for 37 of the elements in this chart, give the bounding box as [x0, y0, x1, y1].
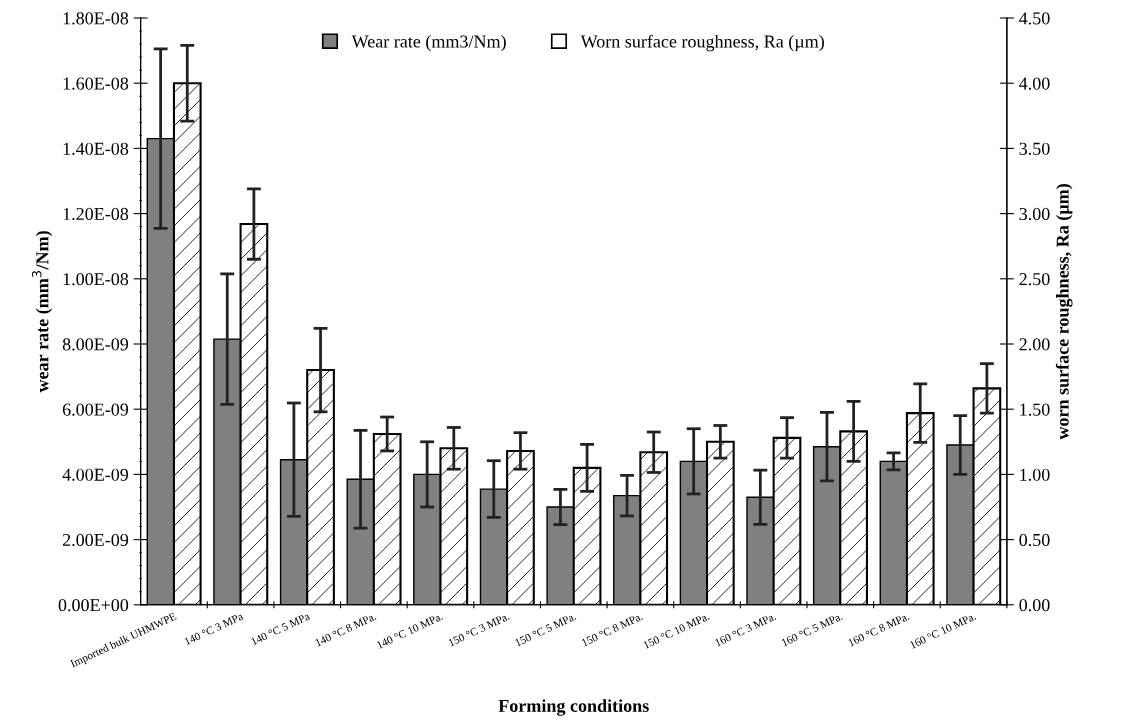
y2-tick-label: 2.00: [1019, 338, 1050, 351]
y-tick-label: 1.60E-08: [63, 77, 129, 90]
y-tick-label: 1.80E-08: [63, 12, 129, 25]
x-tick-label: 160 °C 8 MPa.: [847, 612, 910, 647]
x-tick-label: 150 °C 3 MPa.: [448, 612, 510, 647]
y2-tick-label: 4.00: [1019, 77, 1050, 90]
y-axis-title: wear rate (mm$^{3}$/Nm): [32, 231, 53, 393]
legend-label: Worn surface roughness, Ra (µm): [580, 34, 824, 52]
legend-label: Wear rate (mm3/Nm): [351, 34, 506, 52]
y-tick-label: 1.40E-08: [63, 142, 129, 155]
y2-tick-label: 0.00: [1019, 599, 1050, 612]
x-tick-label: 160 °C 5 MPa.: [781, 612, 843, 647]
x-tick-label: 140 °C 8 MPa.: [314, 612, 377, 647]
x-tick-label: 150 °C 8 MPa.: [581, 612, 644, 647]
x-tick-label: 160 °C 10 MPa.: [909, 612, 977, 649]
x-tick-label: 140 °C 3 MPa: [184, 612, 244, 646]
y-tick-label: 2.00E-09: [62, 533, 129, 547]
y2-tick-label: 3.50: [1019, 142, 1050, 155]
y2-tick-label: 4.50: [1019, 12, 1050, 25]
y2-tick-label: 1.50: [1020, 403, 1050, 416]
y-tick-label: 0.00E+00: [58, 599, 129, 612]
x-tick-label: 150 °C 5 MPa.: [514, 612, 577, 647]
y2-tick-label: 3.00: [1019, 207, 1050, 221]
y2-axis-title: worn surface roughness, Ra (µm): [1055, 184, 1073, 440]
x-axis-title: Forming conditions: [498, 699, 649, 716]
y-tick-label: 1.00E-08: [63, 273, 129, 286]
x-tick-label: 160 °C 3 MPa.: [714, 612, 777, 647]
x-tick-label: 150 °C 10 MPa.: [643, 612, 710, 649]
y2-tick-label: 2.50: [1019, 273, 1050, 286]
y2-tick-label: 0.50: [1019, 533, 1050, 547]
y-tick-label: 1.20E-08: [63, 207, 129, 221]
x-tick-label: 140 °C 5 MPa: [250, 612, 311, 646]
y-tick-label: 6.00E-09: [62, 403, 129, 416]
x-tick-label: 140 °C 10 MPa.: [376, 612, 444, 649]
y-tick-label: 4.00E-09: [62, 468, 129, 481]
y-tick-label: 8.00E-09: [62, 338, 129, 351]
y2-tick-label: 1.00: [1020, 468, 1050, 481]
